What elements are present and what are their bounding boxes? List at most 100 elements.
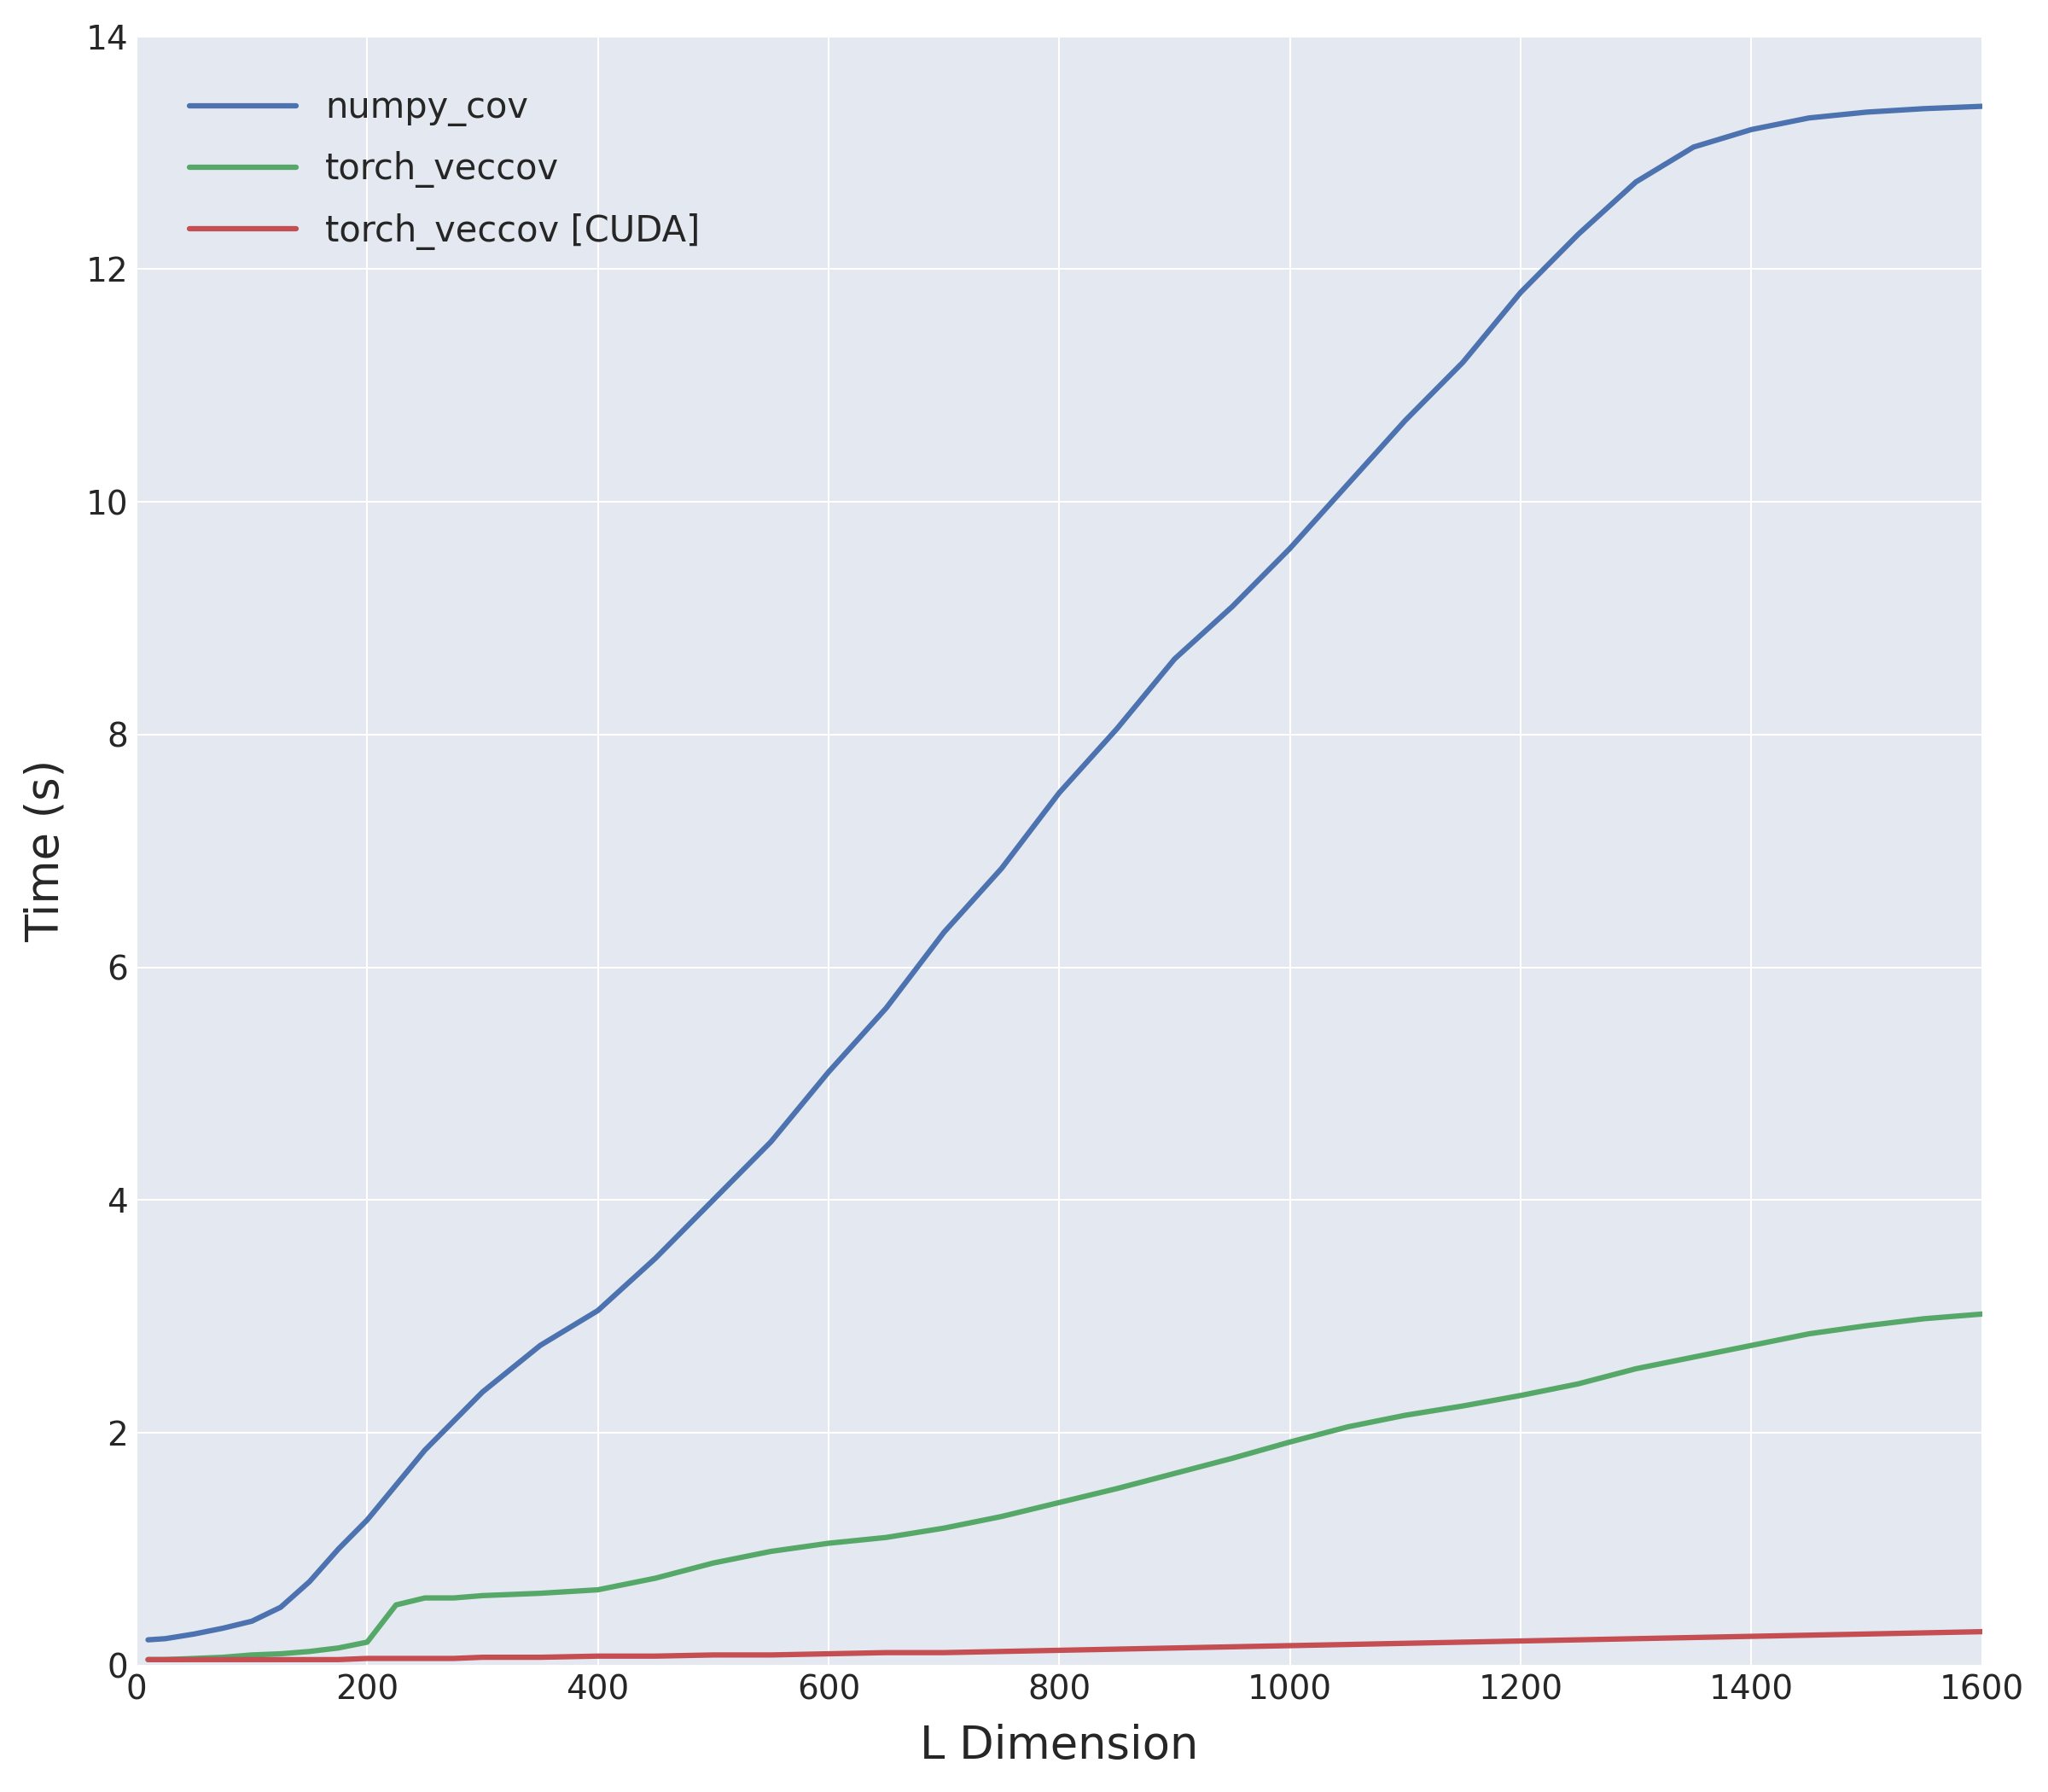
- torch_veccov [CUDA]: [211, 1649, 236, 1670]
- numpy_cov: [442, 1410, 467, 1432]
- torch_veccov [CUDA]: [1913, 1622, 1937, 1643]
- torch_veccov [CUDA]: [1970, 1622, 1995, 1643]
- torch_veccov [CUDA]: [1681, 1627, 1706, 1649]
- Line: torch_veccov: torch_veccov: [147, 1314, 1982, 1659]
- torch_veccov: [586, 1579, 610, 1600]
- torch_veccov: [1047, 1491, 1071, 1512]
- torch_veccov: [240, 1645, 264, 1667]
- numpy_cov: [1163, 649, 1188, 670]
- torch_veccov: [1104, 1478, 1128, 1500]
- torch_veccov: [211, 1647, 236, 1668]
- torch_veccov [CUDA]: [354, 1647, 379, 1668]
- torch_veccov [CUDA]: [758, 1645, 782, 1667]
- torch_veccov: [354, 1631, 379, 1652]
- numpy_cov: [326, 1538, 350, 1559]
- torch_veccov: [1913, 1308, 1937, 1330]
- torch_veccov: [1221, 1448, 1245, 1469]
- torch_veccov: [874, 1527, 899, 1548]
- torch_veccov: [1450, 1396, 1475, 1417]
- numpy_cov: [1796, 108, 1821, 129]
- torch_veccov [CUDA]: [700, 1645, 725, 1667]
- torch_veccov [CUDA]: [1450, 1631, 1475, 1652]
- numpy_cov: [1335, 473, 1360, 495]
- torch_veccov [CUDA]: [643, 1645, 668, 1667]
- torch_veccov [CUDA]: [1853, 1624, 1878, 1645]
- numpy_cov: [1278, 538, 1303, 559]
- torch_veccov: [643, 1568, 668, 1590]
- torch_veccov [CUDA]: [154, 1649, 178, 1670]
- numpy_cov: [412, 1439, 436, 1460]
- torch_veccov: [326, 1638, 350, 1659]
- numpy_cov: [471, 1382, 496, 1403]
- torch_veccov [CUDA]: [932, 1641, 956, 1663]
- torch_veccov: [1335, 1416, 1360, 1437]
- torch_veccov [CUDA]: [182, 1649, 207, 1670]
- torch_veccov: [758, 1541, 782, 1563]
- torch_veccov [CUDA]: [528, 1647, 553, 1668]
- torch_veccov: [1739, 1335, 1763, 1357]
- torch_veccov: [1507, 1385, 1532, 1407]
- numpy_cov: [240, 1611, 264, 1633]
- torch_veccov: [471, 1584, 496, 1606]
- torch_veccov: [442, 1588, 467, 1609]
- torch_veccov [CUDA]: [268, 1649, 293, 1670]
- torch_veccov [CUDA]: [1796, 1624, 1821, 1645]
- torch_veccov: [383, 1595, 408, 1616]
- torch_veccov [CUDA]: [135, 1649, 160, 1670]
- torch_veccov: [154, 1649, 178, 1670]
- numpy_cov: [1450, 351, 1475, 373]
- torch_veccov: [932, 1518, 956, 1539]
- torch_veccov: [1567, 1373, 1591, 1394]
- torch_veccov [CUDA]: [1104, 1638, 1128, 1659]
- torch_veccov: [1624, 1358, 1649, 1380]
- torch_veccov: [268, 1643, 293, 1665]
- torch_veccov [CUDA]: [297, 1649, 322, 1670]
- torch_veccov: [1853, 1315, 1878, 1337]
- numpy_cov: [1739, 118, 1763, 140]
- torch_veccov [CUDA]: [874, 1641, 899, 1663]
- torch_veccov: [412, 1588, 436, 1609]
- numpy_cov: [700, 1190, 725, 1211]
- torch_veccov [CUDA]: [471, 1647, 496, 1668]
- X-axis label: L Dimension: L Dimension: [920, 1724, 1198, 1769]
- numpy_cov: [1507, 281, 1532, 303]
- torch_veccov: [135, 1649, 160, 1670]
- Line: torch_veccov [CUDA]: torch_veccov [CUDA]: [147, 1633, 1982, 1659]
- torch_veccov: [297, 1641, 322, 1663]
- numpy_cov: [268, 1597, 293, 1618]
- numpy_cov: [297, 1572, 322, 1593]
- numpy_cov: [989, 858, 1014, 880]
- torch_veccov: [817, 1532, 842, 1554]
- Line: numpy_cov: numpy_cov: [147, 106, 1982, 1640]
- torch_veccov: [989, 1505, 1014, 1527]
- Y-axis label: Time (s): Time (s): [25, 760, 68, 943]
- torch_veccov: [1393, 1405, 1417, 1426]
- torch_veccov [CUDA]: [1739, 1625, 1763, 1647]
- numpy_cov: [758, 1131, 782, 1152]
- numpy_cov: [1567, 224, 1591, 246]
- numpy_cov: [135, 1629, 160, 1650]
- torch_veccov [CUDA]: [383, 1647, 408, 1668]
- torch_veccov [CUDA]: [1047, 1640, 1071, 1661]
- torch_veccov: [1970, 1303, 1995, 1324]
- numpy_cov: [1853, 102, 1878, 124]
- torch_veccov [CUDA]: [817, 1643, 842, 1665]
- torch_veccov [CUDA]: [1393, 1633, 1417, 1654]
- torch_veccov: [182, 1647, 207, 1668]
- numpy_cov: [932, 921, 956, 943]
- numpy_cov: [528, 1335, 553, 1357]
- torch_veccov [CUDA]: [1507, 1631, 1532, 1652]
- numpy_cov: [1681, 136, 1706, 158]
- numpy_cov: [154, 1627, 178, 1649]
- numpy_cov: [643, 1247, 668, 1269]
- numpy_cov: [817, 1061, 842, 1082]
- torch_veccov [CUDA]: [1624, 1627, 1649, 1649]
- torch_veccov [CUDA]: [1278, 1634, 1303, 1656]
- numpy_cov: [586, 1299, 610, 1321]
- numpy_cov: [354, 1509, 379, 1530]
- torch_veccov: [528, 1582, 553, 1604]
- torch_veccov [CUDA]: [1335, 1634, 1360, 1656]
- torch_veccov: [1796, 1322, 1821, 1344]
- Legend: numpy_cov, torch_veccov, torch_veccov [CUDA]: numpy_cov, torch_veccov, torch_veccov [C…: [154, 54, 735, 285]
- numpy_cov: [1970, 95, 1995, 116]
